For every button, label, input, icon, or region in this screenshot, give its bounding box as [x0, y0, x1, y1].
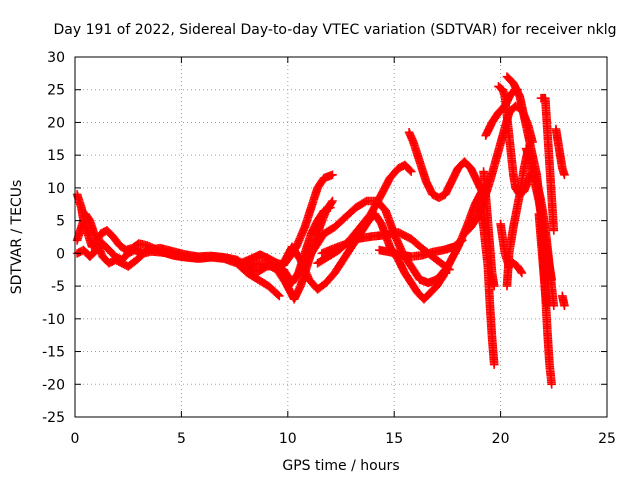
y-tick-label: -5 [51, 279, 65, 295]
data-point [489, 360, 499, 369]
data-point [516, 267, 526, 276]
series-arc-20 [534, 209, 552, 311]
x-tick-label: 5 [177, 431, 186, 447]
chart-title: Day 191 of 2022, Sidereal Day-to-day VTE… [54, 22, 617, 38]
data-point [443, 264, 453, 273]
data-point [547, 379, 556, 389]
y-tick-label: 10 [47, 181, 65, 197]
y-tick-label: -20 [42, 377, 65, 393]
y-tick-label: 15 [47, 148, 65, 164]
data-point [406, 167, 416, 176]
data-point [274, 291, 284, 301]
y-tick-label: 0 [56, 246, 65, 262]
data-point [560, 170, 569, 180]
y-tick-label: -25 [42, 410, 65, 426]
series-arc-13 [479, 167, 499, 291]
data-point [445, 265, 454, 275]
data-point [560, 301, 569, 311]
data-point [489, 281, 499, 291]
y-axis-label: SDTVAR / TECUs [9, 180, 25, 295]
data-point [457, 235, 467, 245]
x-tick-label: 25 [598, 431, 616, 447]
x-tick-label: 15 [385, 431, 403, 447]
x-tick-label: 10 [279, 431, 297, 447]
x-tick-label: 20 [492, 431, 510, 447]
data-point [456, 237, 466, 246]
y-tick-label: 20 [47, 115, 65, 131]
data-point [543, 301, 552, 311]
x-axis-label: GPS time / hours [282, 458, 399, 474]
data-point [517, 268, 527, 278]
data-point [502, 281, 512, 291]
data-point [547, 275, 556, 284]
series-arc-22 [558, 291, 569, 311]
plot-frame [74, 56, 608, 418]
y-tick-label: -10 [42, 312, 65, 328]
y-tick-label: -15 [42, 345, 65, 361]
series-arc-21 [551, 124, 569, 180]
series-arc-09 [404, 127, 488, 203]
series-arc-08 [317, 228, 454, 275]
axis-ticks: 0 5 10 15 20 25 -25 -20 -15 -10 -5 0 5 10 15 20 25 30 [42, 50, 616, 447]
y-tick-label: 30 [47, 50, 65, 66]
data-point [360, 197, 370, 207]
series-arc-06 [294, 196, 450, 288]
x-tick-label: 0 [71, 431, 80, 447]
data-point [328, 196, 337, 206]
series-arc-19 [496, 219, 527, 278]
data-markers [72, 72, 569, 389]
y-tick-label: 5 [56, 214, 65, 230]
data-point [326, 203, 335, 212]
series-arc-23 [536, 93, 559, 235]
data-point [327, 198, 336, 207]
data-point [549, 226, 559, 235]
y-tick-label: 25 [47, 83, 65, 99]
data-point [405, 166, 415, 175]
data-point [328, 170, 337, 180]
data-point [273, 290, 283, 300]
series-arc-10 [375, 235, 467, 261]
